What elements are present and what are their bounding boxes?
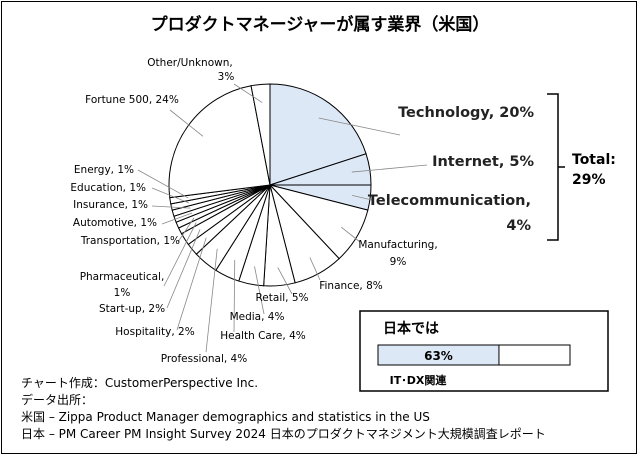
label-finance: Finance, 8% (319, 280, 383, 292)
label-telecommunication-1: Telecommunication, (368, 193, 531, 209)
leader-line-15 (151, 187, 190, 204)
leader-line-3 (341, 226, 361, 243)
label-other-unknown-2: 3% (218, 71, 235, 83)
leader-line-13 (161, 212, 193, 225)
leader-line-0 (318, 117, 401, 136)
leader-line-10 (166, 229, 201, 309)
label-startup: Start-up, 2% (99, 303, 165, 315)
label-retail: Retail, 5% (255, 292, 308, 304)
leader-line-9 (176, 237, 207, 331)
pie (168, 83, 372, 287)
label-transportation: Transportation, 1% (80, 235, 180, 247)
leader-line-17 (169, 109, 204, 137)
label-healthcare: Health Care, 4% (220, 330, 305, 342)
leader-line-18 (233, 83, 263, 103)
total-label: Total: (572, 152, 616, 168)
label-pharmaceutical-2: 1% (114, 287, 131, 299)
chart-title: プロダクトマネージャーが属す業界（米国） (151, 14, 490, 35)
leader-line-2 (352, 194, 373, 201)
japan-bar-caption: IT･DX関連 (390, 373, 448, 387)
footer-source-japan: 日本 – PM Career PM Insight Survey 2024 日本… (21, 426, 546, 441)
label-media: Media, 4% (230, 311, 285, 323)
leader-line-7 (233, 259, 236, 333)
label-automotive: Automotive, 1% (73, 217, 157, 229)
label-hospitality: Hospitality, 2% (115, 326, 194, 338)
label-manufacturing-2: 9% (390, 256, 407, 268)
label-fortune500: Fortune 500, 24% (85, 94, 179, 106)
leader-line-4 (309, 257, 321, 281)
leader-line-1 (351, 164, 428, 173)
label-energy: Energy, 1% (74, 164, 134, 176)
japan-bar-fill (377, 344, 500, 366)
label-internet: Internet, 5% (432, 154, 534, 170)
pie-slice-other-unknown (250, 83, 271, 186)
leader-line-8 (205, 248, 218, 353)
leader-line-12 (177, 217, 195, 243)
japan-bar-value: 63% (424, 349, 453, 363)
pie-slice-fortune-500 (168, 85, 271, 199)
footer-source-heading: データ出所： (21, 392, 93, 407)
label-education: Education, 1% (70, 182, 146, 194)
label-telecommunication-2: 4% (506, 218, 531, 234)
leader-line-11 (163, 222, 197, 287)
pie-slice-technology (269, 83, 367, 186)
label-other-unknown-1: Other/Unknown, (147, 57, 232, 69)
leader-line-16 (137, 169, 189, 199)
leader-lines (137, 83, 428, 353)
footer-source-us: 米国 – Zippa Product Manager demographics … (21, 410, 430, 424)
total-value: 29% (572, 172, 606, 188)
leader-line-6 (254, 266, 265, 315)
label-insurance: Insurance, 1% (73, 199, 148, 211)
label-pharmaceutical-1: Pharmaceutical, (80, 271, 165, 283)
leader-line-14 (151, 205, 191, 209)
leader-line-5 (277, 267, 293, 295)
japan-box-title: 日本では (383, 320, 439, 337)
total-bracket (547, 93, 565, 241)
label-professional: Professional, 4% (161, 353, 247, 365)
label-manufacturing-1: Manufacturing, (358, 239, 437, 251)
label-technology: Technology, 20% (398, 105, 534, 121)
footer-credit: チャート作成：CustomerPerspective Inc. (21, 376, 258, 390)
